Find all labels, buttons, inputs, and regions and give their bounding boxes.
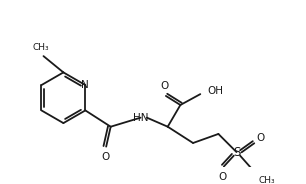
Text: OH: OH — [207, 86, 223, 96]
Text: O: O — [218, 172, 226, 182]
Text: CH₃: CH₃ — [258, 176, 275, 184]
Text: O: O — [101, 152, 109, 162]
Text: N: N — [81, 80, 89, 90]
Text: HN: HN — [133, 113, 148, 123]
Text: S: S — [233, 146, 240, 159]
Text: O: O — [256, 132, 265, 143]
Text: CH₃: CH₃ — [32, 43, 49, 52]
Text: O: O — [161, 81, 169, 91]
